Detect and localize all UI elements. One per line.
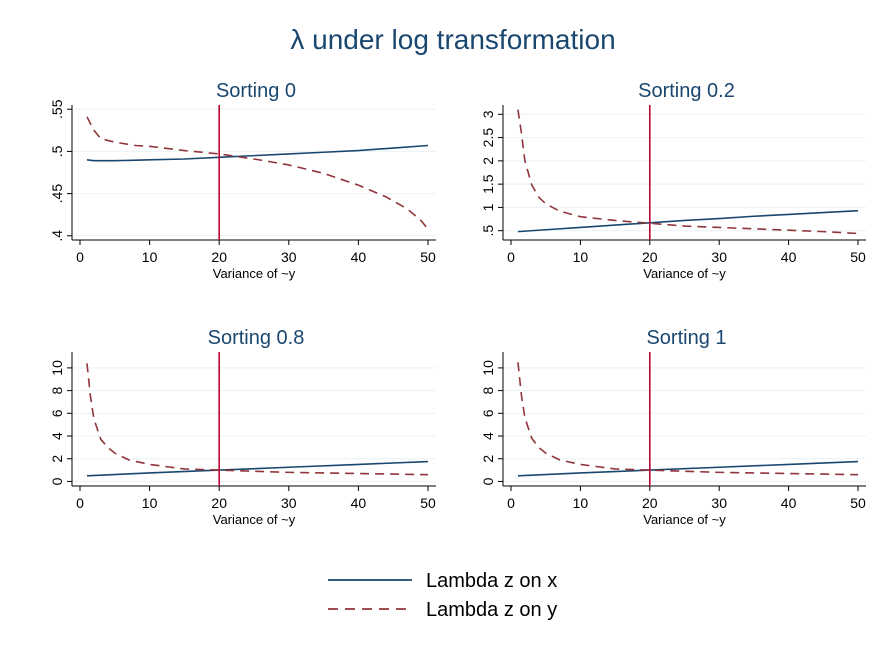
panel-title: Sorting 1 [646, 327, 726, 349]
y-tick-label: 3 [480, 110, 496, 118]
panel-4: Sorting 1 0 2 4 6 8 10 0 10 20 30 40 50 Variance of ~… [480, 327, 866, 527]
legend-label: Lambda z on y [426, 599, 557, 621]
x-tick-label: 10 [573, 249, 589, 265]
y-tick-label: 0 [49, 477, 65, 485]
series-line-lambda-z-on-y [517, 362, 859, 476]
y-tick-label: .45 [49, 184, 65, 204]
x-tick-label: 30 [281, 495, 297, 511]
x-tick-label: 20 [211, 495, 227, 511]
series-line-lambda-z-on-y [517, 109, 859, 235]
y-tick-label: 4 [49, 432, 65, 440]
panel-1: Sorting 0 .4 .45 .5 .55 0 10 20 30 40 50 Variance o… [49, 80, 436, 281]
y-tick-label: 4 [480, 432, 496, 440]
y-tick-label: 6 [49, 409, 65, 417]
y-tick-label: 0 [480, 477, 496, 485]
panel-title: Sorting 0.8 [208, 327, 305, 349]
series-line-lambda-z-on-x [517, 209, 859, 233]
y-tick-label: 1 [480, 203, 496, 211]
y-tick-label: 8 [480, 387, 496, 395]
x-tick-label: 50 [420, 495, 436, 511]
panel-title: Sorting 0.2 [638, 80, 735, 102]
x-tick-label: 0 [76, 249, 84, 265]
x-tick-label: 10 [573, 495, 589, 511]
x-tick-label: 50 [420, 249, 436, 265]
x-tick-label: 10 [142, 249, 158, 265]
x-axis-label: Variance of ~y [213, 266, 296, 281]
series-line-lambda-z-on-x [517, 460, 859, 477]
legend-label: Lambda z on x [426, 570, 557, 592]
x-axis-label: Variance of ~y [213, 512, 296, 527]
series-line-lambda-z-on-x [86, 144, 429, 162]
y-tick-label: 8 [49, 387, 65, 395]
x-tick-label: 40 [351, 495, 367, 511]
series-line-lambda-z-on-y [86, 116, 429, 230]
x-tick-label: 50 [850, 495, 866, 511]
legend: Lambda z on x Lambda z on y [328, 570, 557, 621]
x-tick-label: 30 [711, 249, 727, 265]
series-line-lambda-z-on-x [86, 460, 429, 477]
y-tick-label: 1.5 [480, 174, 496, 194]
y-tick-label: 10 [480, 360, 496, 376]
x-tick-label: 30 [711, 495, 727, 511]
y-tick-label: 2 [480, 455, 496, 463]
x-tick-label: 40 [781, 249, 797, 265]
x-tick-label: 40 [781, 495, 797, 511]
x-tick-label: 0 [76, 495, 84, 511]
x-tick-label: 10 [142, 495, 158, 511]
figure-title: λ under log transformation [290, 24, 615, 55]
y-tick-label: .55 [49, 99, 65, 119]
x-tick-label: 0 [507, 495, 515, 511]
y-tick-label: 2 [480, 157, 496, 165]
x-axis-label: Variance of ~y [643, 266, 726, 281]
x-tick-label: 20 [642, 495, 658, 511]
y-tick-label: .5 [480, 225, 496, 237]
panel-2: Sorting 0.2.511.522.530 10 20 30 40 50Varianc… [480, 80, 866, 281]
y-tick-label: .5 [49, 145, 65, 157]
y-tick-label: .4 [49, 230, 65, 242]
x-axis-label: Variance of ~y [643, 512, 726, 527]
x-tick-label: 20 [642, 249, 658, 265]
y-tick-label: 6 [480, 409, 496, 417]
x-tick-label: 20 [211, 249, 227, 265]
x-tick-label: 50 [850, 249, 866, 265]
y-tick-label: 10 [49, 360, 65, 376]
panel-title: Sorting 0 [216, 80, 296, 102]
panel-3: Sorting 0.8 0 2 4 6 8 10 0 10 20 30 40 50 Variance of… [49, 327, 436, 527]
y-tick-label: 2.5 [480, 128, 496, 148]
x-tick-label: 30 [281, 249, 297, 265]
x-tick-label: 0 [507, 249, 515, 265]
y-tick-label: 2 [49, 455, 65, 463]
series-line-lambda-z-on-y [86, 363, 429, 476]
x-tick-label: 40 [351, 249, 367, 265]
